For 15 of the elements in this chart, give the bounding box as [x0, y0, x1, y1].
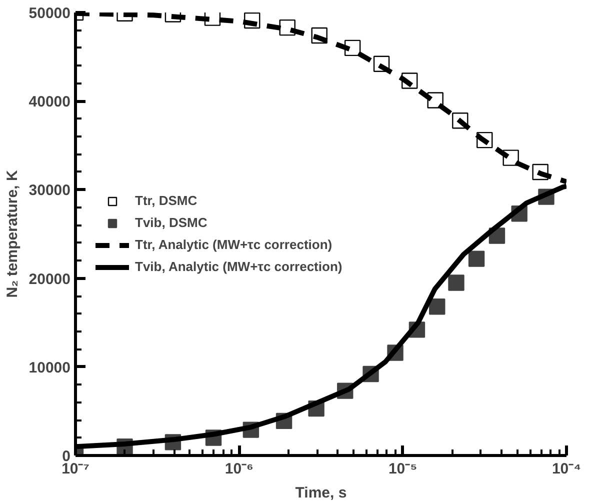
y-tick-label: 10000 — [28, 359, 71, 376]
y-tick-label: 50000 — [28, 5, 71, 22]
legend-label: Tvib, DSMC — [135, 215, 208, 230]
x-tick-label: 10⁻⁵ — [388, 460, 418, 478]
legend-label: Ttr, Analytic (MW+τc correction) — [135, 237, 332, 252]
legend-label: Ttr, DSMC — [135, 193, 198, 208]
x-tick-label: 10⁻⁷ — [62, 460, 90, 478]
x-axis-title: Time, s — [295, 484, 347, 502]
y-tick-label: 20000 — [28, 270, 71, 288]
legend-label: Tvib, Analytic (MW+τc correction) — [135, 259, 342, 274]
y-tick-label: 30000 — [28, 182, 71, 200]
x-tick-label: 10⁻⁶ — [224, 460, 254, 478]
y-tick-label: 40000 — [28, 94, 71, 111]
y-axis-title: N₂ temperature, K — [4, 170, 21, 298]
x-tick-label: 10⁻⁴ — [552, 460, 582, 478]
